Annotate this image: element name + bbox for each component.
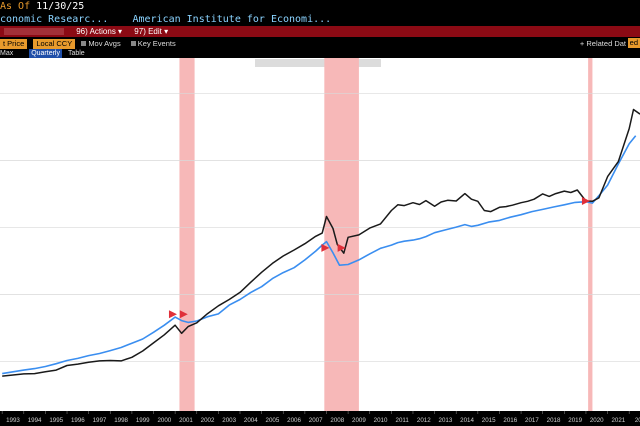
series-line-black xyxy=(2,108,640,377)
x-tick-label: 1996 xyxy=(71,417,85,424)
x-axis-band xyxy=(0,411,640,426)
x-tick-label: 1997 xyxy=(93,417,107,424)
chart-controls: t Price Local CCY Mov Avgs Key Events + … xyxy=(0,38,640,49)
zoom-toolbar[interactable] xyxy=(255,59,381,67)
title-bar: As Of 11/30/25 xyxy=(0,0,640,14)
key-events-checkbox[interactable]: Key Events xyxy=(130,38,176,49)
x-tick-label: 2013 xyxy=(439,417,453,424)
as-of-label: As Of xyxy=(0,1,31,12)
mov-avgs-checkbox[interactable]: Mov Avgs xyxy=(81,38,121,49)
x-tick-label: 1993 xyxy=(6,417,20,424)
as-of-date: 11/30/25 xyxy=(36,1,85,12)
function-toolbar: 96) Actions ▾ 97) Edit ▾ xyxy=(0,26,640,37)
x-tick-label: 1994 xyxy=(28,417,42,424)
range-max-button[interactable]: Max xyxy=(0,50,14,57)
x-tick-label: 1998 xyxy=(114,417,128,424)
x-tick-label: 2016 xyxy=(503,417,517,424)
x-tick-label: 2017 xyxy=(525,417,539,424)
x-tick-label: 2002 xyxy=(201,417,215,424)
x-tick-label: 1999 xyxy=(136,417,150,424)
event-marker[interactable] xyxy=(337,243,346,252)
x-tick-label: 2005 xyxy=(266,417,280,424)
x-tick-label: 2009 xyxy=(352,417,366,424)
series-lines xyxy=(2,108,640,377)
event-marker[interactable] xyxy=(581,196,590,205)
x-tick-label: 2015 xyxy=(482,417,496,424)
x-tick-label: 1995 xyxy=(49,417,63,424)
related-data-button[interactable]: + Related Dat xyxy=(579,39,626,48)
checkbox-icon xyxy=(130,41,136,46)
right-tag-button[interactable]: ed xyxy=(627,38,640,48)
x-tick-label: 2010 xyxy=(374,417,388,424)
edit-menu-button[interactable]: 97) Edit ▾ xyxy=(134,27,169,36)
x-tick-label: 2008 xyxy=(330,417,344,424)
x-tick-label: 2001 xyxy=(179,417,193,424)
event-markers[interactable] xyxy=(168,196,590,319)
recession-band xyxy=(179,58,195,411)
x-tick-label: 2003 xyxy=(222,417,236,424)
event-marker[interactable] xyxy=(321,243,330,252)
x-tick-label: 2020 xyxy=(590,417,604,424)
x-tick-label: 202 xyxy=(635,417,640,424)
x-tick-label: 2000 xyxy=(157,417,171,424)
event-marker[interactable] xyxy=(168,310,177,319)
x-tick-label: 2014 xyxy=(460,417,474,424)
currency-button[interactable]: Local CCY xyxy=(33,39,76,49)
event-marker[interactable] xyxy=(179,310,188,319)
x-tick-label: 2011 xyxy=(396,417,410,424)
mov-avgs-label: Mov Avgs xyxy=(88,39,121,48)
line-chart[interactable]: 1993 1994 1995 1996 1997 1998 1999 2000 2001 2002… xyxy=(0,58,640,426)
x-tick-label: 2004 xyxy=(244,417,258,424)
recession-band xyxy=(324,58,359,411)
price-field-button[interactable]: t Price xyxy=(0,39,28,49)
source-long: American Institute for Economi... xyxy=(132,14,332,25)
gridlines xyxy=(0,92,640,362)
range-controls: Max Quarterly Table xyxy=(0,49,640,58)
key-events-label: Key Events xyxy=(137,39,176,48)
blurred-field xyxy=(4,28,64,36)
x-tick-label: 2021 xyxy=(611,417,625,424)
x-tick-label: 2019 xyxy=(568,417,582,424)
recession-band xyxy=(588,58,593,411)
source-short: conomic Researc... xyxy=(0,14,109,25)
x-axis-ticks: 1993 1994 1995 1996 1997 1998 1999 2000 2001 2002… xyxy=(1,411,640,424)
x-tick-label: 2018 xyxy=(547,417,561,424)
security-description-bar: conomic Researc... American Institute fo… xyxy=(0,14,640,26)
series-line-blue xyxy=(2,135,637,375)
x-tick-label: 2007 xyxy=(309,417,323,424)
period-select[interactable]: Quarterly xyxy=(29,49,62,58)
checkbox-icon xyxy=(81,41,87,46)
x-tick-label: 2006 xyxy=(287,417,301,424)
x-tick-label: 2012 xyxy=(417,417,431,424)
zoom-toolbar-background xyxy=(255,59,381,67)
table-button[interactable]: Table xyxy=(67,50,85,57)
actions-menu-button[interactable]: 96) Actions ▾ xyxy=(76,27,123,36)
